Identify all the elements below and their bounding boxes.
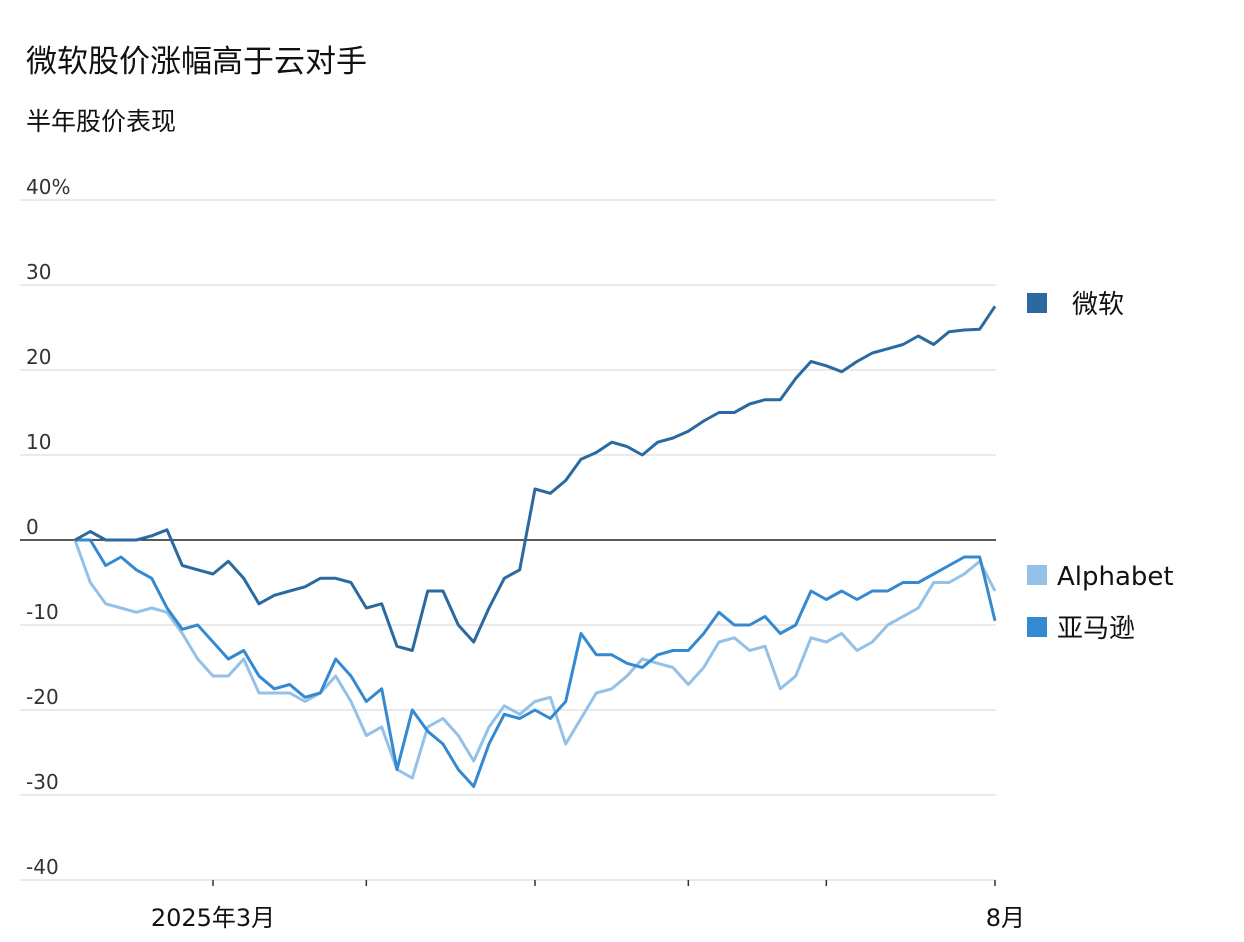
legend-swatch	[1027, 617, 1047, 637]
y-tick-label: 20	[26, 345, 51, 369]
series-line	[73, 539, 997, 780]
y-tick-label: 10	[26, 430, 51, 454]
series-line	[75, 538, 997, 788]
legend-label: 微软	[1072, 290, 1124, 320]
legend-label: Alphabet	[1057, 562, 1174, 592]
y-tick-label: -40	[26, 855, 59, 879]
x-tick-label: 2025年3月	[151, 904, 275, 932]
y-tick-label: -20	[26, 685, 59, 709]
y-tick-label: 0	[26, 515, 39, 539]
chart-subtitle: 半年股价表现	[26, 107, 176, 136]
legend-label: 亚马逊	[1057, 614, 1135, 644]
x-tick-label: 8月	[986, 904, 1025, 932]
legend-swatch	[1027, 565, 1047, 585]
y-tick-label: 30	[26, 260, 51, 284]
y-tick-label: -30	[26, 770, 59, 794]
y-tick-label: -10	[26, 600, 59, 624]
series-line	[74, 305, 997, 652]
legend-swatch	[1027, 293, 1047, 313]
y-tick-label: 40%	[26, 175, 70, 199]
chart-title: 微软股价涨幅高于云对手	[26, 44, 367, 80]
